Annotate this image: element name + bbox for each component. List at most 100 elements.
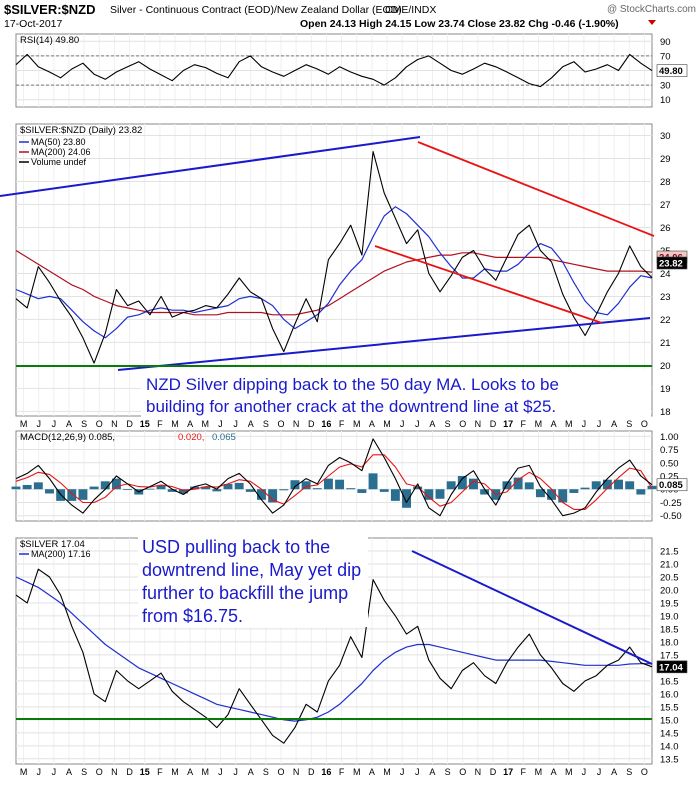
price-x-tick-label: 15 [140, 419, 150, 429]
macd-y-tick-label: 0.75 [660, 445, 679, 456]
price-y-tick-label: 30 [660, 131, 671, 142]
silver-x-tick-label: A [66, 767, 72, 777]
downtrend-line-lower [374, 245, 603, 324]
silver-x-tick-label: D [126, 767, 133, 777]
silver-annotation-background [138, 533, 368, 627]
price-x-tick-label: M [20, 419, 28, 429]
price-x-tick-label: M [171, 419, 179, 429]
macd-panel: 1.000.750.500.250.00-0.25-0.50MACD(12,26… [11, 430, 688, 522]
macd-histogram-bar [78, 489, 88, 500]
silver-x-tick-label: M [20, 767, 28, 777]
silver-legend-entry: MA(200) 17.16 [31, 549, 91, 559]
silver-x-tick-label: O [96, 767, 103, 777]
macd-histogram-bar [535, 489, 545, 498]
price-x-tick-label: J [52, 419, 57, 429]
price-x-tick-label: J [597, 419, 602, 429]
price-x-tick-label: D [308, 419, 315, 429]
macd-histogram-bar [469, 478, 478, 490]
macd-histogram-bar [67, 489, 77, 501]
macd-histogram-bar [301, 481, 311, 490]
price-x-tick-label: J [415, 419, 420, 429]
price-x-tick-label: M [353, 419, 361, 429]
price-x-tick-label: F [521, 419, 527, 429]
chart-date: 17-Oct-2017 [4, 18, 63, 30]
macd-histogram-bar [524, 482, 534, 490]
ma50-line [15, 206, 653, 339]
silver-x-tick-label: S [445, 767, 451, 777]
macd-histogram-bar [33, 482, 43, 490]
price-x-tick-label: A [66, 419, 72, 429]
silver-y-tick-label: 18.5 [660, 624, 679, 635]
down-arrow-icon [648, 20, 656, 25]
annotation-line: NZD Silver dipping back to the 50 day MA… [146, 375, 559, 394]
silver-y-tick-label: 21.0 [660, 559, 679, 570]
macd-histogram-bar [290, 480, 300, 490]
macd-y-tick-label: 0.25 [660, 472, 679, 483]
price-x-tick-label: D [490, 419, 497, 429]
macd-signal-line [15, 454, 653, 510]
macd-histogram-bar [335, 479, 345, 490]
silver-x-tick-label: J [36, 767, 41, 777]
macd-histogram-bar [279, 489, 289, 491]
silver-x-tick-label: O [459, 767, 466, 777]
price-x-tick-label: S [626, 419, 632, 429]
macd-y-tick-label: 1.00 [660, 432, 679, 443]
silver-panel: 21.5 21.0 20.5 20.0 19.5 19.0 18.5 18.0 17.517.0… [15, 533, 688, 777]
silver-annotation-line: downtrend line, May yet dip [142, 560, 361, 580]
macd-histogram-bar [22, 485, 32, 490]
price-x-tick-label: J [218, 419, 223, 429]
ohlc-readout: Open 24.13 High 24.15 Low 23.74 Close 23… [300, 18, 619, 30]
price-x-tick-label: N [475, 419, 482, 429]
price-x-tick-label: A [611, 419, 617, 429]
silver-y-tick-label: 19.5 [660, 598, 679, 609]
silver-y-tick-label: 16.0 [660, 689, 679, 700]
macd-histogram-bar [100, 481, 110, 490]
silver-x-tick-label: 16 [321, 767, 331, 777]
price-x-tick-label: S [445, 419, 451, 429]
macd-histogram-bar [257, 489, 266, 500]
silver-x-tick-label: A [551, 767, 557, 777]
price-y-tick-label: 19 [660, 384, 671, 395]
silver-y-tick-label: 21.5 [660, 546, 679, 557]
silver-x-tick-label: M [383, 767, 391, 777]
macd-value-tag-text: 0.085 [659, 480, 683, 491]
macd-histogram-bar [111, 478, 121, 490]
macd-histogram-bar [223, 483, 233, 490]
silver-x-tick-label: M [353, 767, 361, 777]
silver-y-tick-label: 13.5 [660, 754, 679, 765]
silver-x-tick-label: S [81, 767, 87, 777]
silver-y-tick-label: 18.0 [660, 637, 679, 648]
macd-histogram-bar [602, 479, 612, 490]
silver-y-tick-label: 17.5 [660, 650, 679, 661]
macd-histogram-bar [402, 489, 411, 508]
macd-histogram-bar [480, 489, 490, 495]
silver-annotation-line: USD pulling back to the [142, 537, 330, 557]
price-x-tick-label: M [202, 419, 210, 429]
macd-histogram-bar [547, 489, 557, 500]
macd-signal-label: 0.020, [178, 432, 204, 443]
silver-x-tick-label: A [187, 767, 193, 777]
macd-histogram-bar [11, 486, 21, 490]
silver-x-tick-label: M [202, 767, 210, 777]
macd-histogram-bar [245, 489, 255, 492]
macd-y-tick-label: -0.50 [660, 511, 682, 522]
price-x-tick-label: A [187, 419, 193, 429]
macd-histogram-bar [435, 489, 445, 499]
price-x-tick-label: N [293, 419, 300, 429]
macd-histogram-bar [234, 482, 244, 490]
macd-histogram-bar [201, 486, 211, 490]
price-y-tick-label: 21 [660, 338, 671, 349]
price-value-tag [656, 256, 688, 270]
price-x-tick-label: 16 [321, 419, 331, 429]
price-x-tick-label: M [565, 419, 573, 429]
macd-histogram-bar [357, 489, 367, 493]
annotation-background [141, 369, 651, 417]
price-y-tick-label: 18 [660, 407, 671, 418]
macd-histogram-bar [625, 481, 635, 490]
macd-histogram-bar [580, 487, 590, 490]
rsi-value-tag-text: 49.80 [659, 66, 683, 77]
silver-downtrend-line [411, 550, 653, 665]
silver-x-tick-label: D [490, 767, 497, 777]
price-x-tick-label: J [36, 419, 41, 429]
price-y-tick-label: 28 [660, 177, 671, 188]
